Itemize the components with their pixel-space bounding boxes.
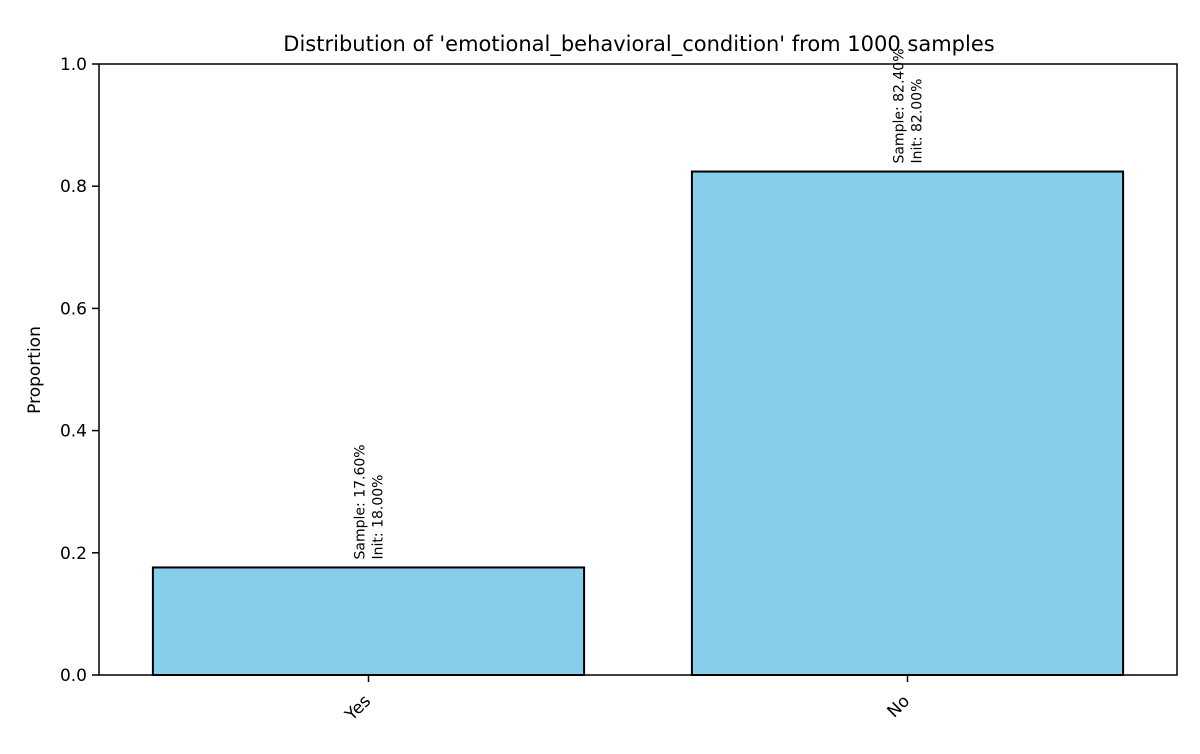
- y-tick-label: 0.6: [60, 299, 87, 319]
- y-tick-label: 0.4: [60, 422, 87, 442]
- y-tick-label: 0.8: [60, 177, 87, 197]
- plot-frame: [98, 63, 1178, 676]
- plot-area: Sample: 17.60% Init: 18.00% Yes Sample: 82.…: [60, 48, 1178, 726]
- bar-value-label: Init: 82.00%: [910, 79, 926, 164]
- bar-value-label: Sample: 82.40%: [892, 48, 908, 163]
- bar-label-group: Sample: 17.60% Init: 18.00%: [353, 444, 387, 559]
- y-tick-label: 0.0: [60, 666, 87, 686]
- chart-title: Distribution of 'emotional_behavioral_co…: [283, 32, 994, 57]
- x-tick-label: No: [884, 691, 914, 721]
- bar-label-group: Sample: 82.40% Init: 82.00%: [892, 48, 926, 163]
- x-tick-label: Yes: [341, 691, 375, 725]
- y-tick-label: 1.0: [60, 55, 87, 75]
- y-axis-label: Proportion: [25, 326, 45, 414]
- bar-yes: [151, 566, 586, 676]
- bar-no: [690, 170, 1125, 676]
- bar-value-label: Init: 18.00%: [371, 475, 387, 560]
- y-tick-label: 0.2: [60, 544, 87, 564]
- bar-value-label: Sample: 17.60%: [353, 444, 369, 559]
